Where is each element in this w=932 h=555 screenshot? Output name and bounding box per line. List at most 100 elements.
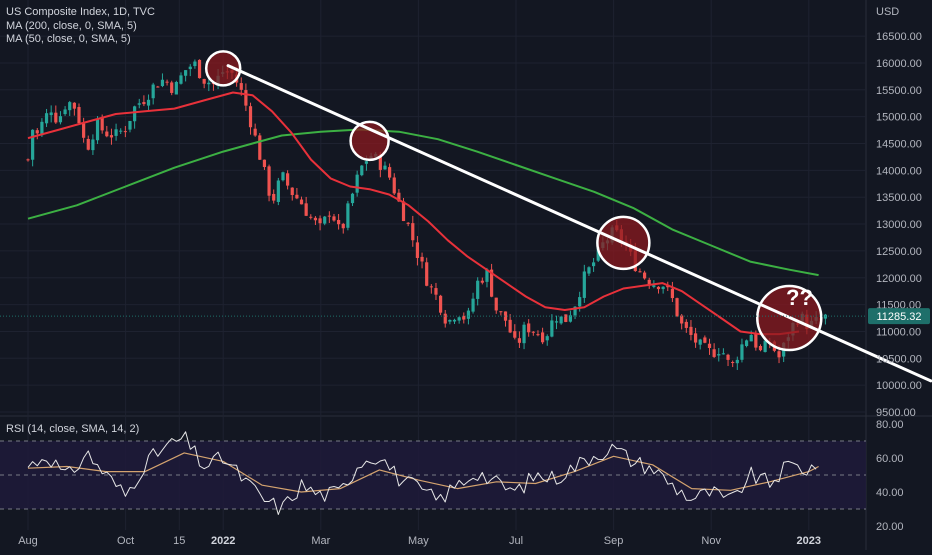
candle-body — [411, 223, 415, 241]
candle-body — [332, 216, 336, 221]
candle-body — [401, 201, 406, 222]
ma50-line — [27, 91, 800, 336]
candle-body — [258, 135, 262, 160]
candle-body — [540, 332, 545, 343]
candle-body — [564, 314, 568, 322]
candle-body — [123, 131, 127, 133]
candle-body — [721, 353, 725, 355]
x-tick-label: May — [408, 535, 429, 547]
rsi-tick-label: 60.00 — [876, 453, 904, 465]
candle-body — [49, 112, 53, 116]
candle-body — [443, 313, 447, 324]
last-price-label: 11285.32 — [876, 311, 921, 323]
x-tick-label: 15 — [173, 535, 185, 547]
candle-body — [494, 297, 498, 311]
rsi-tick-label: 80.00 — [876, 419, 904, 431]
candle-body — [248, 106, 253, 128]
candle-body — [313, 217, 318, 221]
candle-body — [763, 340, 767, 352]
candle-body — [31, 129, 35, 160]
candle-body — [160, 79, 165, 87]
candle-body — [304, 203, 308, 216]
y-tick-label: 15000.00 — [876, 112, 922, 124]
candle-body — [202, 78, 206, 84]
y-tick-label: 13500.00 — [876, 192, 922, 204]
y-tick-label: 10500.00 — [876, 353, 922, 365]
rsi-ma-line — [27, 452, 819, 493]
candle-body — [165, 81, 169, 83]
candle-body — [425, 262, 429, 286]
candle-body — [239, 83, 243, 90]
candle-body — [86, 138, 90, 150]
x-tick-label: Jul — [509, 535, 523, 547]
candle-body — [735, 359, 739, 364]
ma-layer — [27, 91, 819, 336]
x-tick-label: Nov — [701, 535, 721, 547]
candle-body — [337, 219, 341, 225]
candle-body — [95, 119, 100, 141]
candle-body — [661, 286, 665, 290]
candle-body — [420, 256, 424, 262]
candle-body — [471, 298, 475, 312]
candle-body — [462, 315, 466, 320]
candle-body — [341, 223, 345, 229]
candle-body — [299, 199, 304, 205]
currency-label: USD — [876, 6, 899, 18]
rsi-tick-label: 20.00 — [876, 521, 904, 533]
candle-body — [406, 222, 410, 224]
candle-body — [573, 306, 577, 316]
y-tick-label: 13000.00 — [876, 219, 922, 231]
candle-body — [587, 267, 591, 274]
candle-body — [684, 321, 688, 328]
trend-layer: ?? — [0, 64, 932, 383]
candle-body — [578, 297, 582, 307]
candle-body — [77, 107, 81, 124]
candle-body — [531, 331, 535, 333]
candle-body — [137, 103, 141, 105]
candle-body — [309, 216, 313, 218]
candle-body — [642, 272, 647, 279]
candle-body — [281, 172, 285, 181]
candle-body — [360, 165, 364, 176]
candle-body — [740, 344, 744, 360]
candle-body — [392, 177, 396, 194]
candle-body — [54, 112, 58, 123]
candle-body — [689, 326, 693, 335]
candle-body — [253, 128, 257, 136]
candle-body — [63, 109, 67, 115]
candle-body — [133, 106, 137, 122]
candle-body — [82, 123, 86, 138]
y-tick-label: 10000.00 — [876, 380, 922, 392]
rsi-legend: RSI (14, close, SMA, 14, 2) — [6, 423, 139, 437]
candle-body — [675, 298, 679, 317]
candle-body — [58, 116, 63, 123]
y-tick-label: 15500.00 — [876, 85, 922, 97]
question-annotation: ?? — [786, 285, 813, 310]
candle-body — [717, 354, 721, 356]
candle-body — [522, 324, 526, 344]
candle-body — [744, 340, 749, 347]
candle-body — [378, 154, 382, 170]
trendline — [226, 64, 932, 383]
candle-body — [327, 215, 331, 217]
candle-body — [480, 280, 484, 283]
candle-body — [698, 339, 702, 345]
candle-body — [100, 117, 104, 131]
candle-body — [364, 161, 369, 164]
candle-body — [703, 337, 707, 343]
highlight-circle — [349, 120, 390, 162]
candle-body — [295, 194, 299, 199]
candle-body — [726, 354, 730, 360]
last-price-badge — [868, 308, 930, 325]
candle-body — [35, 130, 39, 134]
x-tick-label: Aug — [18, 535, 38, 547]
candle-body — [656, 286, 661, 290]
candle-body — [536, 334, 540, 336]
candle-body — [707, 343, 712, 349]
candle-body — [170, 82, 174, 93]
candle-body — [142, 102, 146, 105]
rsi-layer — [27, 431, 819, 515]
y-tick-label: 16000.00 — [876, 58, 922, 70]
candle-body — [397, 192, 401, 202]
